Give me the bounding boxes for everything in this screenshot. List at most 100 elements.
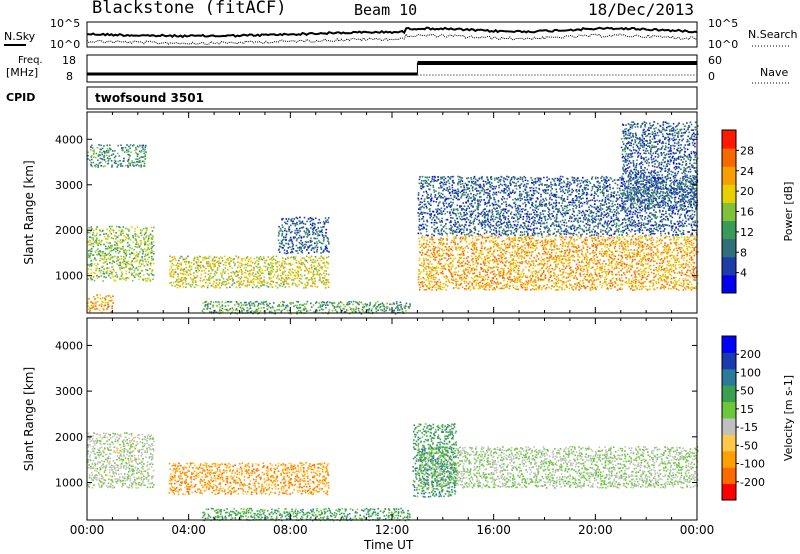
heatmap-cell [404, 304, 406, 307]
heatmap-cell [637, 250, 640, 253]
heatmap-cell [272, 262, 275, 265]
heatmap-cell [460, 257, 463, 259]
heatmap-cell [625, 256, 627, 259]
heatmap-cell [103, 268, 106, 270]
heatmap-cell [88, 232, 91, 234]
heatmap-cell [665, 248, 668, 251]
heatmap-cell [623, 244, 626, 246]
heatmap-cell [440, 210, 442, 212]
heatmap-cell [676, 249, 679, 252]
heatmap-cell [614, 282, 617, 284]
heatmap-cell [641, 282, 644, 284]
heatmap-cell [247, 270, 249, 272]
heatmap-cell [449, 263, 451, 265]
heatmap-cell [207, 257, 210, 259]
heatmap-cell [541, 240, 543, 242]
heatmap-cell [173, 256, 176, 258]
heatmap-cell [247, 278, 250, 281]
heatmap-cell [393, 303, 395, 305]
heatmap-cell [549, 240, 552, 243]
heatmap-cell [103, 255, 106, 257]
heatmap-cell [467, 287, 470, 290]
heatmap-cell [291, 250, 293, 253]
heatmap-cell [121, 267, 123, 269]
heatmap-cell [432, 238, 435, 241]
heatmap-cell [239, 283, 241, 285]
heatmap-cell [439, 288, 442, 290]
heatmap-cell [240, 280, 243, 283]
heatmap-cell [435, 190, 437, 192]
heatmap-cell [624, 273, 626, 276]
heatmap-cell [621, 263, 623, 265]
heatmap-cell [493, 244, 496, 246]
heatmap-cell [626, 271, 628, 273]
heatmap-cell [648, 238, 651, 241]
heatmap-cell [171, 284, 173, 287]
heatmap-cell [450, 220, 452, 222]
heatmap-cell [135, 251, 138, 253]
heatmap-cell [491, 235, 493, 237]
heatmap-cell [673, 241, 675, 244]
heatmap-cell [647, 271, 650, 274]
heatmap-cell [388, 307, 391, 310]
heatmap-cell [90, 226, 92, 228]
heatmap-cell [449, 188, 451, 190]
heatmap-cell [227, 279, 229, 281]
heatmap-cell [326, 247, 328, 250]
heatmap-cell [287, 242, 290, 245]
heatmap-cell [428, 188, 431, 191]
heatmap-cell [238, 270, 240, 273]
heatmap-cell [420, 264, 422, 267]
heatmap-cell [681, 272, 683, 274]
heatmap-cell [322, 251, 324, 253]
heatmap-cell [296, 272, 299, 275]
heatmap-cell [312, 218, 315, 221]
heatmap-cell [395, 302, 398, 305]
heatmap-cell [140, 164, 142, 167]
heatmap-cell [525, 261, 528, 264]
heatmap-cell [124, 249, 127, 251]
heatmap-cell [293, 258, 295, 260]
heatmap-cell [320, 266, 323, 268]
heatmap-cell [479, 281, 481, 284]
heatmap-cell [597, 237, 599, 239]
heatmap-cell [518, 257, 520, 259]
heatmap-cell [674, 256, 676, 258]
heatmap-cell [503, 269, 505, 272]
heatmap-cell [235, 270, 238, 273]
heatmap-cell [381, 302, 384, 304]
heatmap-cell [271, 259, 274, 262]
heatmap-cell [575, 263, 578, 266]
heatmap-cell [640, 270, 643, 273]
heatmap-cell [689, 269, 691, 272]
heatmap-cell [199, 266, 202, 269]
heatmap-cell [100, 305, 103, 307]
heatmap-cell [482, 270, 484, 273]
heatmap-cell [293, 218, 296, 220]
heatmap-cell [543, 259, 545, 262]
heatmap-cell [256, 271, 259, 273]
heatmap-cell [455, 235, 457, 238]
heatmap-cell [657, 258, 660, 261]
heatmap-cell [439, 281, 442, 283]
heatmap-cell [450, 229, 453, 232]
heatmap-cell [102, 272, 105, 275]
heatmap-cell [575, 249, 577, 252]
heatmap-cell [103, 258, 105, 261]
heatmap-cell [520, 284, 522, 286]
heatmap-cell [497, 246, 500, 248]
heatmap-cell [678, 263, 680, 266]
heatmap-cell [573, 246, 575, 248]
heatmap-cell [491, 253, 493, 255]
heatmap-cell [152, 236, 154, 239]
heatmap-cell [268, 306, 270, 308]
heatmap-cell [311, 285, 314, 288]
heatmap-cell [655, 241, 658, 244]
heatmap-cell [433, 234, 435, 237]
heatmap-cell [662, 259, 664, 262]
heatmap-cell [492, 259, 495, 261]
heatmap-cell [494, 288, 497, 290]
heatmap-cell [185, 260, 188, 263]
heatmap-cell [294, 224, 297, 227]
heatmap-cell [421, 283, 424, 285]
